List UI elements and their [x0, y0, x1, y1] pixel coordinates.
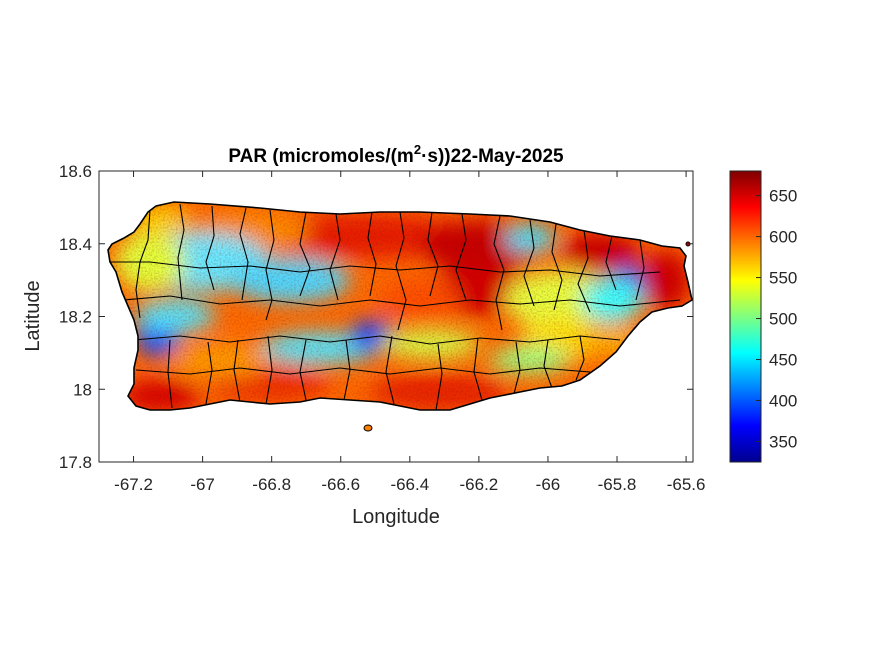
x-tick-label: -66.8 — [252, 475, 291, 494]
colorbar-tick-label: 350 — [769, 433, 797, 452]
y-tick-label: 18 — [73, 380, 92, 399]
x-tick-label: -66 — [536, 475, 561, 494]
title-suffix: ·s))22-May-2025 — [421, 146, 564, 167]
y-axis: 17.8 18 18.2 18.4 18.6 — [59, 162, 693, 472]
x-tick-label: -65.8 — [598, 475, 637, 494]
x-tick-label: -66.4 — [390, 475, 429, 494]
colorbar-tick-label: 450 — [769, 351, 797, 370]
par-field-layer — [108, 202, 692, 410]
y-tick-label: 18.4 — [59, 235, 92, 254]
x-tick-label: -67 — [190, 475, 215, 494]
x-tick-label: -67.2 — [114, 475, 153, 494]
colorbar-tick-label: 500 — [769, 310, 797, 329]
colorbar-tick-label: 550 — [769, 269, 797, 288]
title-prefix: PAR (micromoles/(m — [228, 146, 413, 167]
y-tick-label: 17.8 — [59, 453, 92, 472]
y-tick-label: 18.2 — [59, 308, 92, 327]
x-axis: -67.2 -67 -66.8 -66.6 -66.4 -66.2 -66 -65.8 -65.… — [114, 171, 705, 494]
x-tick-label: -65.6 — [667, 475, 706, 494]
colorbar-tick-label: 600 — [769, 228, 797, 247]
map-title: PAR (micromoles/(m2·s))22-May-2025 — [228, 142, 564, 167]
colorbar-tick-label: 650 — [769, 187, 797, 206]
x-tick-label: -66.6 — [321, 475, 360, 494]
x-axis-label: Longitude — [352, 506, 440, 528]
colorbar-tick-label: 400 — [769, 392, 797, 411]
municipality-borders — [110, 203, 681, 410]
colorbar-ticks: 350 400 450 500 550 600 650 — [756, 187, 797, 452]
caja-de-muertos-island — [363, 424, 373, 432]
y-axis-label: Latitude — [22, 280, 44, 351]
x-tick-label: -66.2 — [460, 475, 499, 494]
y-tick-label: 18.6 — [59, 162, 92, 181]
title-superscript: 2 — [414, 142, 421, 157]
colorbar — [729, 170, 762, 463]
